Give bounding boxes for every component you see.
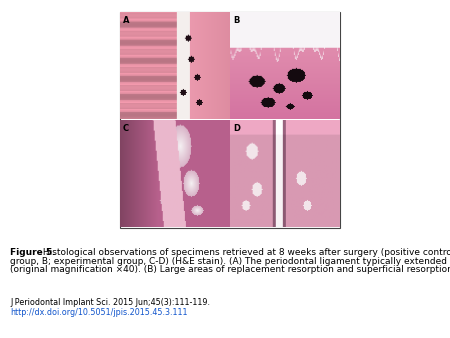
Text: http://dx.doi.org/10.5051/jpis.2015.45.3.111: http://dx.doi.org/10.5051/jpis.2015.45.3… <box>10 308 188 317</box>
Text: J Periodontal Implant Sci. 2015 Jun;45(3):111-119.: J Periodontal Implant Sci. 2015 Jun;45(3… <box>10 298 210 307</box>
Text: Figure 5.: Figure 5. <box>10 248 55 257</box>
Text: group, B; experimental group, C-D) (H&E stain). (A) The periodontal ligament typ: group, B; experimental group, C-D) (H&E … <box>10 257 450 266</box>
Text: C: C <box>123 124 129 133</box>
Text: A: A <box>123 16 130 25</box>
Text: B: B <box>233 16 239 25</box>
Bar <box>120 12 340 228</box>
Text: (original magnification ×40). (B) Large areas of replacement resorption and supe: (original magnification ×40). (B) Large … <box>10 265 450 274</box>
Text: Histological observations of specimens retrieved at 8 weeks after surgery (posit: Histological observations of specimens r… <box>40 248 450 257</box>
Text: D: D <box>233 124 240 133</box>
